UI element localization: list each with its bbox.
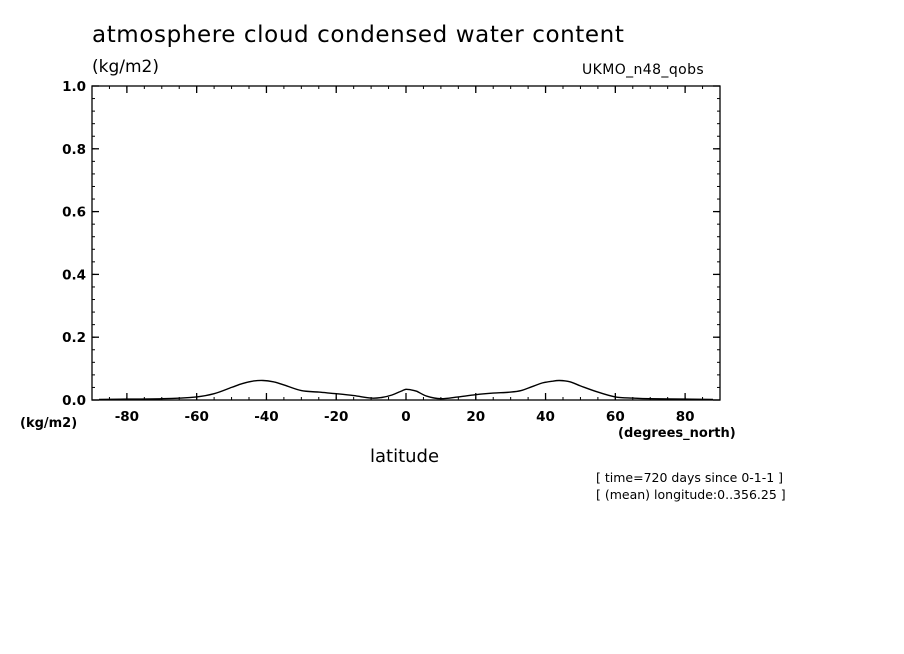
- y-tick-label: 0.4: [62, 267, 86, 283]
- x-tick-label: 80: [676, 409, 695, 425]
- x-tick-label: 60: [606, 409, 625, 425]
- y-tick-label: 1.0: [62, 79, 86, 95]
- units-label-top: (kg/m2): [92, 57, 160, 77]
- x-units-label: (degrees_north): [618, 426, 736, 441]
- x-axis-label: latitude: [370, 446, 440, 467]
- x-tick-label: 20: [466, 409, 485, 425]
- y-tick-label: 0.6: [62, 205, 86, 221]
- axis-tick-labels: 0.0 0.2 0.4 0.6 0.8 1.0 -80 -60 -40 -20 0 20 40 60 80: [62, 79, 694, 425]
- x-tick-label: -80: [115, 409, 139, 425]
- chart-title: atmosphere cloud condensed water content: [92, 22, 625, 48]
- y-tick-label: 0.0: [62, 393, 86, 409]
- x-tick-label: 40: [536, 409, 555, 425]
- plot-frame: [91, 85, 721, 401]
- time-annotation: [ time=720 days since 0-1-1 ]: [596, 470, 784, 485]
- longitude-annotation: [ (mean) longitude:0..356.25 ]: [596, 487, 786, 502]
- x-tick-label: -20: [324, 409, 348, 425]
- x-tick-label: -40: [254, 409, 278, 425]
- y-tick-label: 0.2: [62, 330, 86, 346]
- x-tick-label: 0: [401, 409, 410, 425]
- y-units-label: (kg/m2): [20, 416, 78, 431]
- series-line: [98, 379, 714, 401]
- data-series: [98, 379, 714, 401]
- y-tick-label: 0.8: [62, 142, 86, 158]
- x-tick-label: -60: [184, 409, 208, 425]
- axis-ticks: [91, 85, 721, 401]
- source-label: UKMO_n48_qobs: [582, 62, 705, 78]
